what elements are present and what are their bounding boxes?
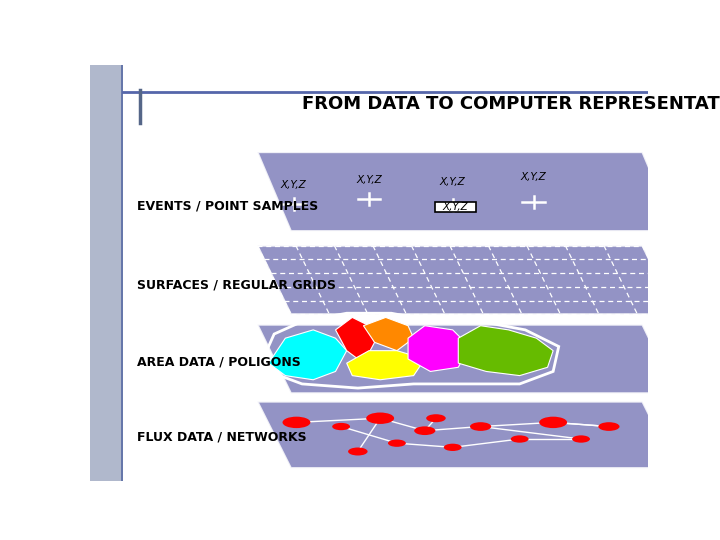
- Bar: [121, 65, 123, 481]
- Polygon shape: [269, 330, 347, 380]
- Polygon shape: [258, 325, 676, 393]
- Polygon shape: [347, 350, 425, 380]
- Polygon shape: [336, 318, 374, 363]
- Ellipse shape: [539, 417, 567, 428]
- Polygon shape: [408, 326, 469, 372]
- Bar: [435, 202, 477, 212]
- Ellipse shape: [348, 448, 368, 456]
- Text: FLUX DATA / NETWORKS: FLUX DATA / NETWORKS: [138, 430, 307, 443]
- Text: EVENTS / POINT SAMPLES: EVENTS / POINT SAMPLES: [138, 200, 319, 213]
- Text: X,Y,Z: X,Y,Z: [281, 180, 307, 191]
- Text: X,Y,Z: X,Y,Z: [443, 202, 469, 212]
- Ellipse shape: [366, 413, 394, 424]
- Polygon shape: [459, 326, 553, 376]
- Ellipse shape: [572, 435, 590, 443]
- Text: FROM DATA TO COMPUTER REPRESENTATION: FROM DATA TO COMPUTER REPRESENTATION: [302, 95, 720, 113]
- Ellipse shape: [388, 440, 406, 447]
- Ellipse shape: [426, 414, 446, 422]
- Text: AREA DATA / POLIGONS: AREA DATA / POLIGONS: [138, 356, 301, 369]
- Ellipse shape: [332, 423, 350, 430]
- Text: X,Y,Z: X,Y,Z: [440, 177, 466, 187]
- Bar: [90, 65, 121, 481]
- Text: SURFACES / REGULAR GRIDS: SURFACES / REGULAR GRIDS: [138, 279, 336, 292]
- Ellipse shape: [510, 435, 528, 443]
- Ellipse shape: [470, 422, 491, 431]
- Text: X,Y,Z: X,Y,Z: [521, 172, 546, 182]
- Polygon shape: [258, 246, 676, 314]
- Ellipse shape: [414, 427, 436, 435]
- Polygon shape: [258, 402, 676, 468]
- Polygon shape: [258, 152, 676, 231]
- Ellipse shape: [282, 417, 310, 428]
- Ellipse shape: [444, 444, 462, 451]
- Polygon shape: [364, 318, 413, 350]
- Text: X,Y,Z: X,Y,Z: [356, 176, 382, 185]
- Ellipse shape: [598, 422, 619, 431]
